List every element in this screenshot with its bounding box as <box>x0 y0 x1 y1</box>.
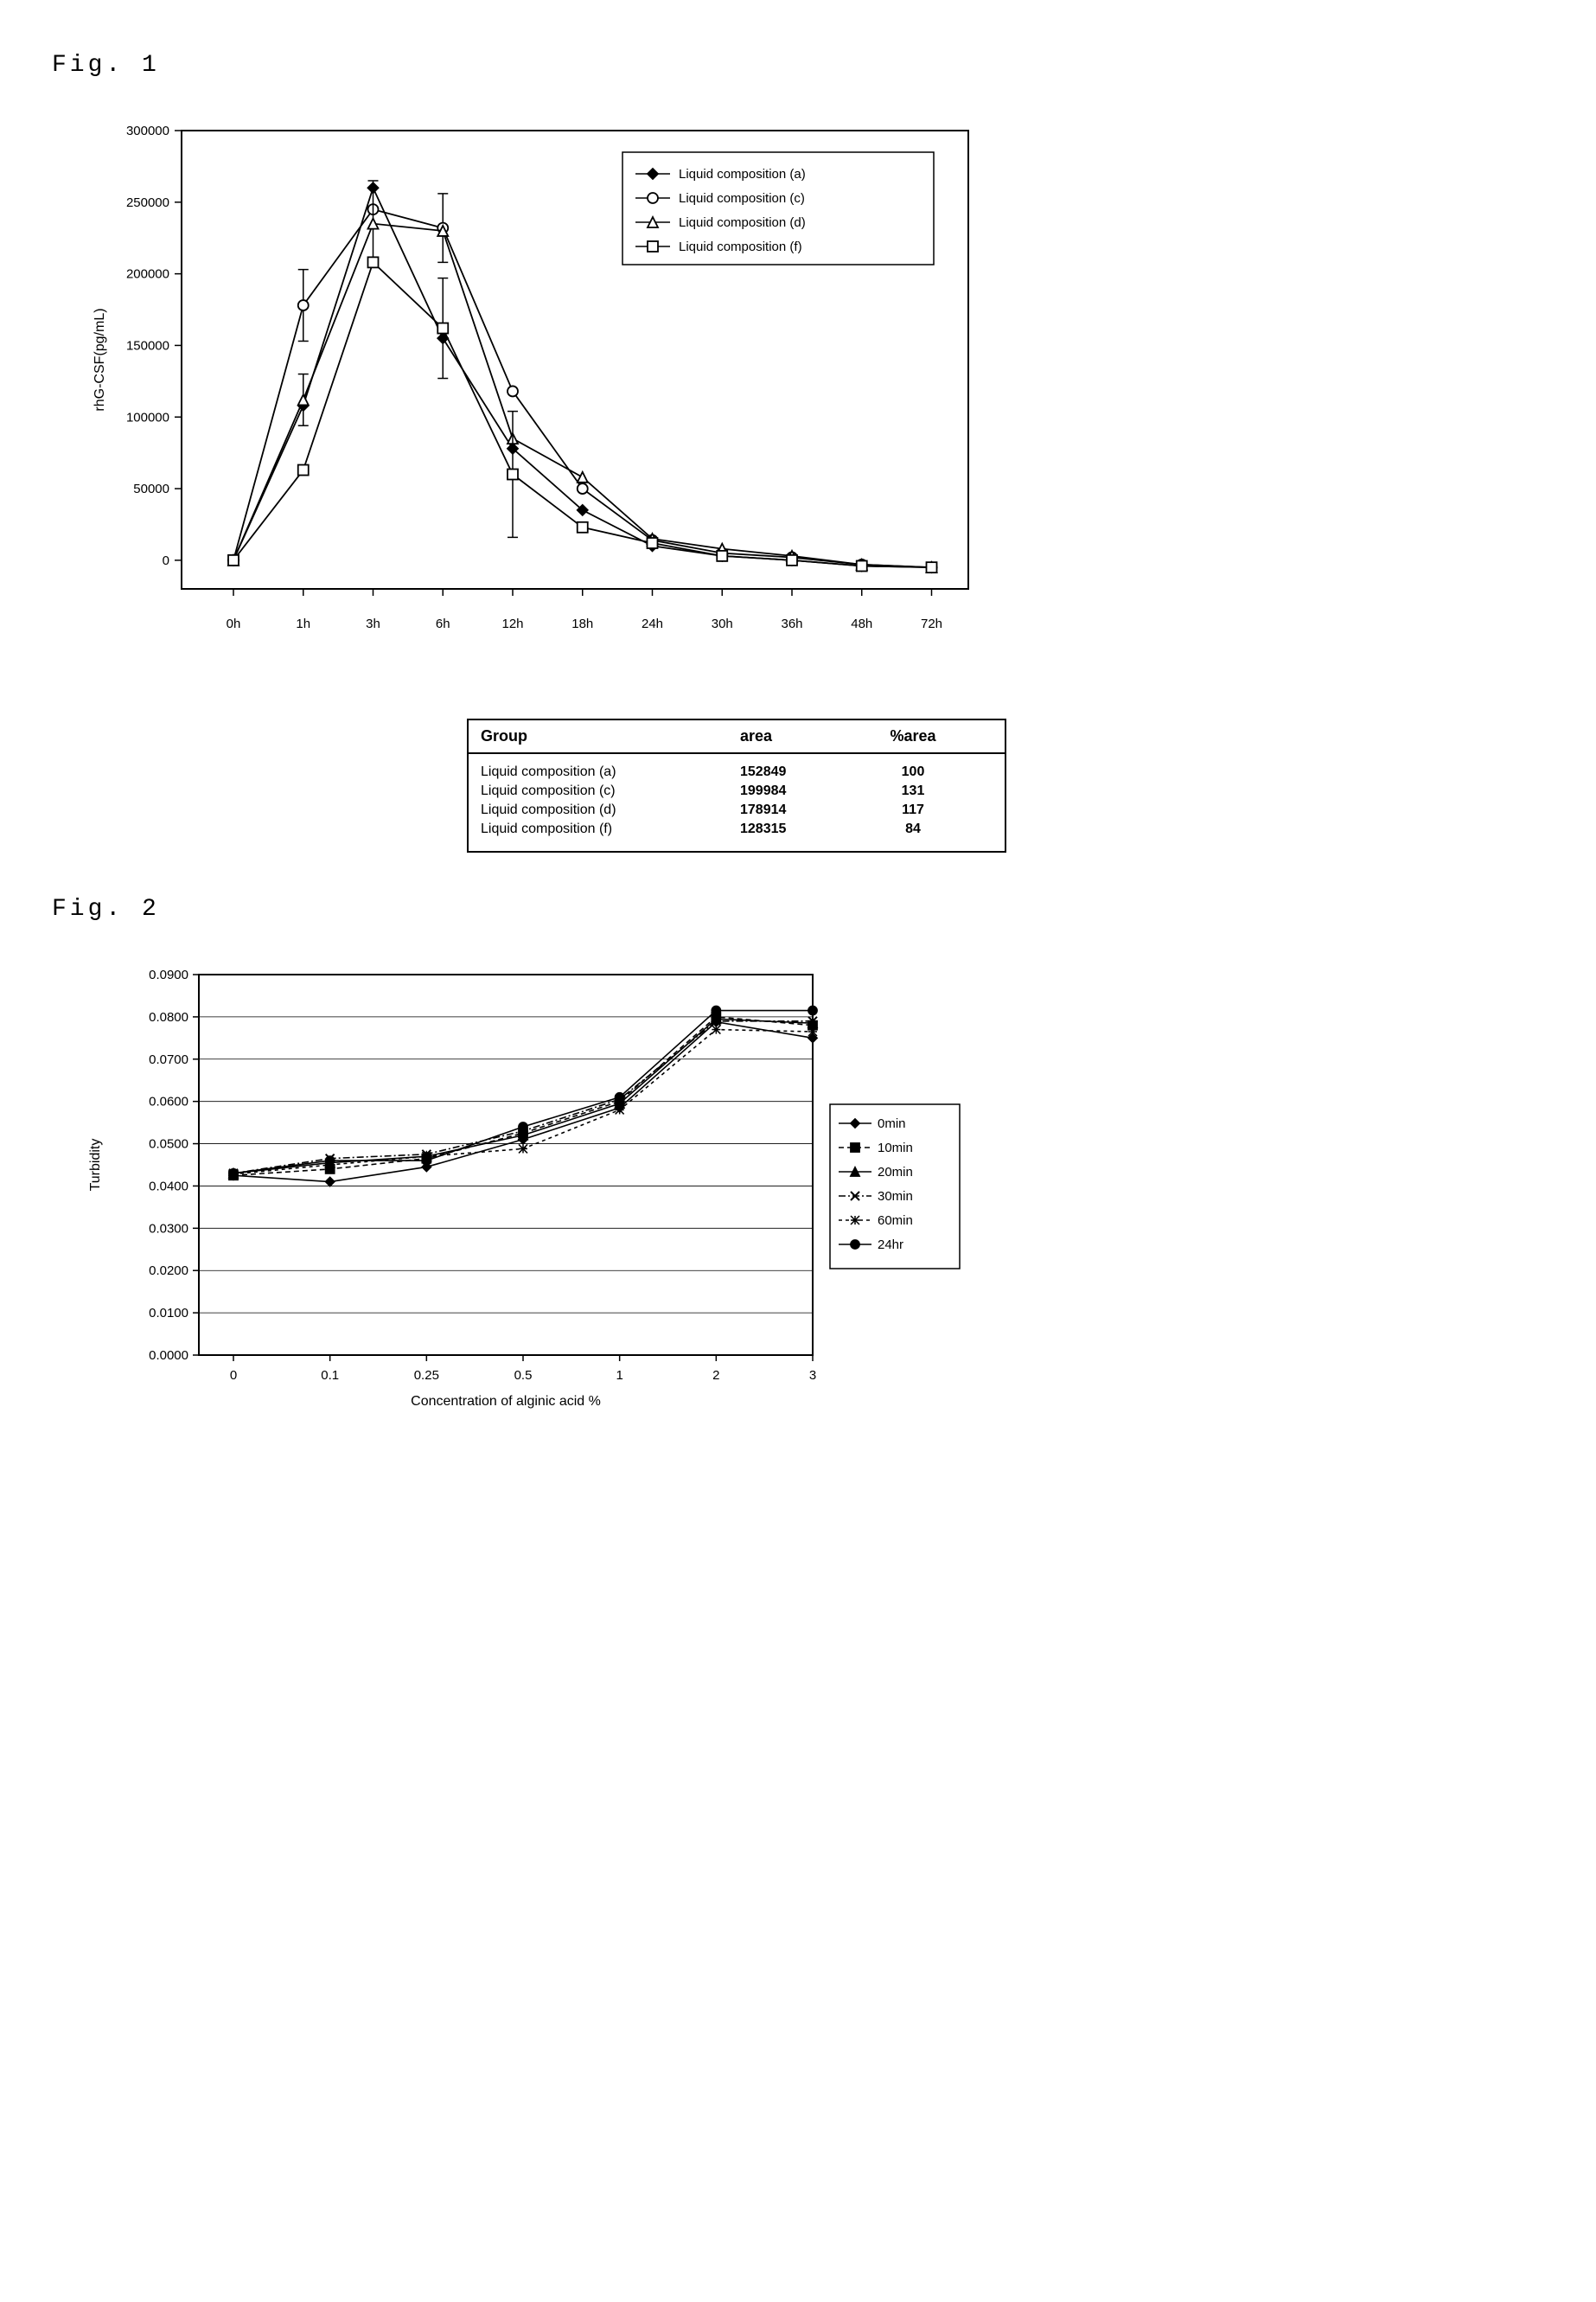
svg-text:1h: 1h <box>296 617 310 631</box>
svg-text:0.0000: 0.0000 <box>149 1348 188 1363</box>
svg-text:Concentration of alginic acid: Concentration of alginic acid % <box>411 1394 601 1409</box>
svg-text:0.0500: 0.0500 <box>149 1137 188 1152</box>
svg-text:6h: 6h <box>436 617 450 631</box>
svg-text:0.0200: 0.0200 <box>149 1263 188 1278</box>
figure-2-label: Fig. 2 <box>52 896 1544 923</box>
svg-text:0.0800: 0.0800 <box>149 1010 188 1025</box>
fig1-svg: 0 50000 100000 150000 200000 250000 300000 0h 1h… <box>52 105 1003 710</box>
svg-text:12h: 12h <box>501 617 523 631</box>
svg-text:10min: 10min <box>878 1141 913 1155</box>
fig2-svg: 0.0000 0.0100 0.0200 0.0300 0.0400 0.0500 0.06… <box>52 949 1003 1450</box>
svg-text:2: 2 <box>712 1368 719 1383</box>
fig1-table-body: Liquid composition (a)152849100Liquid co… <box>469 754 1005 851</box>
svg-text:20min: 20min <box>878 1165 913 1180</box>
table-row: Liquid composition (f)12831584 <box>481 820 993 839</box>
svg-text:0.1: 0.1 <box>321 1368 339 1383</box>
figure-2-chart: 0.0000 0.0100 0.0200 0.0300 0.0400 0.0500 0.06… <box>52 949 1544 1450</box>
svg-text:0h: 0h <box>227 617 241 631</box>
svg-text:0.0600: 0.0600 <box>149 1095 188 1109</box>
svg-text:300000: 300000 <box>126 124 169 138</box>
svg-text:3h: 3h <box>366 617 380 631</box>
svg-text:0.25: 0.25 <box>414 1368 439 1383</box>
svg-text:Turbidity: Turbidity <box>88 1139 103 1192</box>
svg-text:24h: 24h <box>642 617 663 631</box>
svg-text:200000: 200000 <box>126 267 169 282</box>
figure-1-label: Fig. 1 <box>52 52 1544 79</box>
svg-text:100000: 100000 <box>126 410 169 425</box>
svg-text:72h: 72h <box>921 617 942 631</box>
svg-text:Liquid composition (c): Liquid composition (c) <box>679 191 805 206</box>
svg-text:48h: 48h <box>851 617 872 631</box>
svg-text:Liquid composition (f): Liquid composition (f) <box>679 240 802 254</box>
svg-text:0.0100: 0.0100 <box>149 1306 188 1320</box>
svg-text:0.0300: 0.0300 <box>149 1221 188 1236</box>
svg-text:0.0900: 0.0900 <box>149 968 188 982</box>
svg-text:Liquid composition (d): Liquid composition (d) <box>679 215 806 230</box>
svg-text:18h: 18h <box>571 617 593 631</box>
svg-text:Liquid composition (a): Liquid composition (a) <box>679 167 806 182</box>
table-row: Liquid composition (c)199984131 <box>481 782 993 801</box>
svg-text:3: 3 <box>809 1368 816 1383</box>
svg-text:0.0400: 0.0400 <box>149 1179 188 1193</box>
svg-text:60min: 60min <box>878 1213 913 1228</box>
svg-text:0.0700: 0.0700 <box>149 1052 188 1067</box>
svg-text:50000: 50000 <box>133 482 169 496</box>
svg-text:0.5: 0.5 <box>514 1368 533 1383</box>
svg-text:30h: 30h <box>712 617 733 631</box>
th-pctarea: %area <box>861 727 965 745</box>
svg-text:0: 0 <box>163 553 169 568</box>
svg-text:150000: 150000 <box>126 338 169 353</box>
figure-1-chart: 0 50000 100000 150000 200000 250000 300000 0h 1h… <box>52 105 1544 710</box>
table-row: Liquid composition (d)178914117 <box>481 801 993 820</box>
svg-text:24hr: 24hr <box>878 1237 903 1252</box>
svg-text:0: 0 <box>230 1368 237 1383</box>
svg-text:30min: 30min <box>878 1189 913 1204</box>
fig1-table-header: Group area %area <box>469 720 1005 754</box>
fig1-table: Group area %area Liquid composition (a)1… <box>467 719 1006 853</box>
svg-text:1: 1 <box>616 1368 622 1383</box>
th-area: area <box>740 727 861 745</box>
svg-text:250000: 250000 <box>126 195 169 210</box>
svg-text:36h: 36h <box>781 617 802 631</box>
svg-text:rhG-CSF(pg/mL): rhG-CSF(pg/mL) <box>93 308 107 411</box>
table-row: Liquid composition (a)152849100 <box>481 763 993 782</box>
th-group: Group <box>481 727 740 745</box>
svg-text:0min: 0min <box>878 1116 906 1131</box>
